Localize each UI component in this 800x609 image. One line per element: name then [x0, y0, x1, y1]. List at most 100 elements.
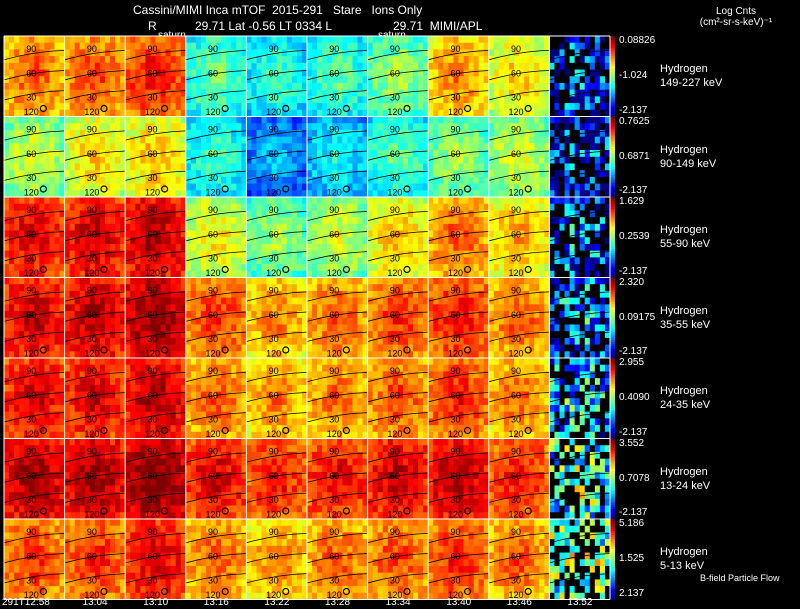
- panel-tick: 60: [329, 390, 339, 400]
- panel-tick: 90: [87, 527, 97, 537]
- colorbar-max: 2.320: [619, 276, 645, 288]
- panel-r1-c4: 90 60 30 120: [246, 116, 307, 197]
- panel-tick: 120: [206, 107, 221, 117]
- panel-tick: 90: [26, 44, 36, 54]
- panel-tick: 90: [147, 366, 157, 376]
- panel-r3-c4: 90 60 30 120: [246, 277, 307, 358]
- panel-tick: 30: [26, 575, 36, 585]
- panel-tick: 30: [390, 334, 400, 344]
- panel-tick: 90: [208, 447, 218, 457]
- channel-label: Hydrogen 149-227 keV: [660, 62, 722, 90]
- panel-tick: 120: [84, 187, 99, 197]
- colorbar-min: -2.137: [619, 507, 648, 518]
- panel-tick: 30: [511, 334, 521, 344]
- panel-r0-c7: 90 60 30 120: [428, 36, 489, 117]
- panel-tick: 90: [208, 286, 218, 296]
- colorbar-mid: -1.024: [619, 70, 648, 82]
- panel-tick: 30: [450, 495, 460, 505]
- panel-r0-c9: [549, 36, 611, 117]
- panel-tick: 90: [390, 286, 400, 296]
- panel-tick: 120: [448, 509, 463, 519]
- panel-tick: 90: [450, 44, 460, 54]
- panel-tick: 90: [87, 447, 97, 457]
- panel-tick: 90: [269, 366, 279, 376]
- panel-r3-c5: 90 60 30 120: [307, 277, 368, 358]
- panel-tick: 90: [329, 527, 339, 537]
- panel-tick: 30: [450, 334, 460, 344]
- panel-r1-c2: 90 60 30 120: [125, 116, 186, 197]
- panel-tick: 60: [511, 68, 521, 78]
- panel-tick: 120: [206, 509, 221, 519]
- channel-species: Hydrogen: [660, 546, 708, 559]
- time-tick: 13:46: [506, 597, 532, 608]
- position-readout: 29.71 Lat -0.56 LT 0334 L: [195, 19, 332, 33]
- panel-r2-c9: [549, 197, 611, 278]
- panel-tick: 90: [147, 286, 157, 296]
- panel-tick: 30: [147, 253, 157, 263]
- panel-tick: 30: [87, 334, 97, 344]
- panel-r2-c7: 90 60 30 120: [428, 197, 489, 278]
- panel-r1-c9: [549, 116, 611, 197]
- panel-tick: 60: [87, 471, 97, 481]
- panel-tick: 60: [147, 229, 157, 239]
- channel-label: Hydrogen 24-35 keV: [660, 384, 710, 412]
- panel-tick: 90: [147, 125, 157, 135]
- panel-tick: 60: [147, 551, 157, 561]
- panel-r6-c5: 90 60 30 120: [307, 519, 368, 600]
- channel-species: Hydrogen: [660, 63, 708, 76]
- panel-tick: 120: [509, 268, 524, 278]
- colorbar-max: 0.08826: [619, 35, 656, 46]
- panel-tick: 120: [448, 590, 463, 600]
- panel-tick: 120: [387, 348, 402, 358]
- panel-tick: 120: [24, 268, 39, 278]
- channel-species: Hydrogen: [660, 143, 708, 156]
- panel-tick: 60: [269, 551, 279, 561]
- colorbar-max: 1.629: [619, 196, 645, 207]
- panel-tick: 60: [390, 149, 400, 159]
- panel-tick: 60: [87, 551, 97, 561]
- panel-tick: 90: [511, 205, 521, 215]
- bfield-legend: B-field Particle Flow: [700, 573, 780, 583]
- panel-r0-c5: 90 60 30 120: [307, 36, 368, 117]
- panel-r1-c7: 90 60 30 120: [428, 116, 489, 197]
- channel-energy: 55-90 keV: [660, 238, 711, 251]
- panel-r5-c2: 90 60 30 120: [125, 438, 186, 519]
- panel-tick: 120: [448, 268, 463, 278]
- panel-tick: 90: [511, 44, 521, 54]
- panel-r3-c0: 90 60 30 120: [4, 277, 65, 358]
- channel-species: Hydrogen: [660, 304, 708, 317]
- panel-tick: 60: [26, 229, 36, 239]
- colorbar-min: 2.137: [619, 587, 645, 599]
- colorbar-mid: 0.2539: [619, 231, 650, 243]
- panel-tick: 90: [147, 44, 157, 54]
- panel-tick: 60: [87, 68, 97, 78]
- panel-tick: 90: [269, 286, 279, 296]
- panel-tick: 120: [448, 107, 463, 117]
- channel-energy: 13-24 keV: [660, 479, 711, 492]
- panel-r5-c3: 90 60 30 120: [185, 438, 247, 519]
- panel-tick: 60: [26, 68, 36, 78]
- panel-tick: 30: [87, 253, 97, 263]
- panel-r2-c0: 90 60 30 120: [4, 197, 65, 278]
- panel-r3-c8: 90 60 30 120: [488, 277, 550, 358]
- panel-tick: 30: [269, 414, 279, 424]
- panel-tick: 90: [26, 125, 36, 135]
- panel-tick: 60: [450, 229, 460, 239]
- time-tick: 13:04: [82, 597, 108, 608]
- colorbar-2: [610, 197, 615, 278]
- panel-tick: 30: [26, 173, 36, 183]
- panel-tick: 90: [269, 205, 279, 215]
- panel-tick: 30: [208, 414, 218, 424]
- panel-tick: 120: [145, 590, 160, 600]
- panel-tick: 30: [511, 253, 521, 263]
- panel-tick: 60: [390, 551, 400, 561]
- panel-tick: 30: [87, 495, 97, 505]
- panel-r2-c3: 90 60 30 120: [185, 197, 247, 278]
- panel-r4-c4: 90 60 30 120: [246, 358, 307, 439]
- panel-tick: 120: [24, 429, 39, 439]
- panel-tick: 60: [26, 149, 36, 159]
- colorbar-min: -2.137: [619, 104, 648, 116]
- panel-r0-c3: 90 60 30 120: [185, 36, 247, 117]
- legend-title: Log Cnts: [715, 6, 757, 17]
- panel-tick: 30: [26, 334, 36, 344]
